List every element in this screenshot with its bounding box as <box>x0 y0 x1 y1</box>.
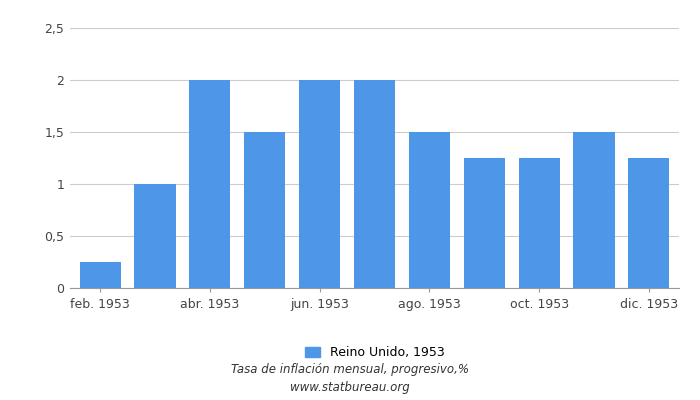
Text: www.statbureau.org: www.statbureau.org <box>290 382 410 394</box>
Legend: Reino Unido, 1953: Reino Unido, 1953 <box>300 341 449 364</box>
Bar <box>463 158 505 288</box>
Bar <box>299 80 340 288</box>
Bar <box>244 132 286 288</box>
Bar <box>354 80 395 288</box>
Bar <box>629 158 669 288</box>
Bar <box>189 80 230 288</box>
Bar <box>80 262 120 288</box>
Bar <box>134 184 176 288</box>
Bar <box>519 158 560 288</box>
Bar <box>409 132 450 288</box>
Bar <box>573 132 615 288</box>
Text: Tasa de inflación mensual, progresivo,%: Tasa de inflación mensual, progresivo,% <box>231 364 469 376</box>
